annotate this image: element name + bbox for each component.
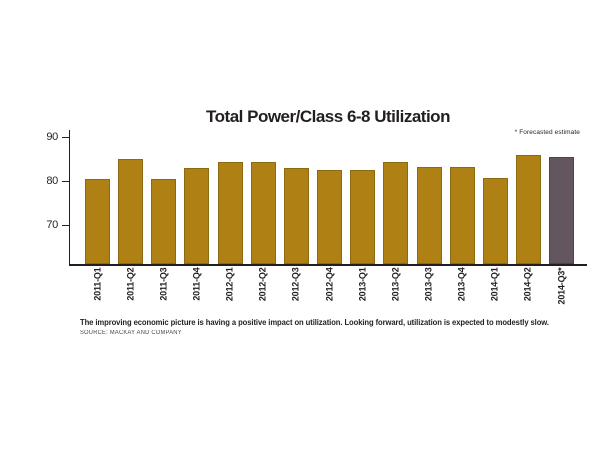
bar-2011-Q4 — [184, 168, 210, 264]
x-axis-label-2012-Q2: 2012-Q2 — [257, 267, 268, 302]
caption: The improving economic picture is having… — [80, 317, 549, 327]
x-axis-label-2011-Q3: 2011-Q3 — [158, 267, 169, 301]
x-axis-label-2013-Q4: 2013-Q4 — [456, 267, 467, 302]
bar-2013-Q4 — [449, 166, 475, 264]
bar-2013-Q1 — [350, 170, 376, 264]
x-axis-label-2013-Q1: 2013-Q1 — [357, 267, 368, 302]
bar-2012-Q2 — [250, 162, 276, 264]
x-axis-label-2014-Q3: 2014-Q3* — [556, 267, 567, 305]
x-axis-line — [68, 264, 587, 266]
bar-2012-Q3 — [283, 168, 309, 264]
x-axis-label-2012-Q3: 2012-Q3 — [290, 267, 301, 302]
x-axis-label-2012-Q1: 2012-Q1 — [224, 267, 235, 302]
bar-2011-Q3 — [151, 179, 177, 264]
y-tick-label-70: 70 — [46, 218, 58, 231]
y-tick-90 — [61, 136, 69, 139]
x-axis-label-2014-Q1: 2014-Q1 — [489, 267, 500, 302]
bar-2011-Q1 — [85, 179, 110, 264]
bar-2013-Q2 — [383, 162, 409, 264]
x-axis-label-2013-Q2: 2013-Q2 — [390, 267, 401, 302]
x-axis-label-2011-Q4: 2011-Q4 — [191, 267, 202, 301]
x-axis-label-2012-Q4: 2012-Q4 — [324, 267, 335, 302]
bar-2014-Q2 — [515, 155, 541, 264]
x-axis-label-2013-Q3: 2013-Q3 — [423, 267, 434, 302]
forecast-note: * Forecasted estimate — [514, 129, 580, 136]
y-tick-label-90: 90 — [46, 130, 58, 143]
y-tick-label-80: 80 — [46, 174, 58, 187]
bar-2014-Q1 — [482, 177, 508, 264]
bar-2011-Q2 — [118, 159, 144, 264]
y-axis-line — [68, 130, 71, 266]
x-axis-label-2011-Q1: 2011-Q1 — [92, 267, 102, 301]
x-axis-label-2011-Q2: 2011-Q2 — [125, 267, 136, 301]
chart-title: Total Power/Class 6-8 Utilization — [206, 107, 450, 126]
bar-2012-Q1 — [217, 161, 243, 264]
y-tick-70 — [61, 224, 69, 227]
bar-2013-Q3 — [416, 167, 442, 264]
bar-2014-Q3 — [549, 157, 575, 264]
y-tick-80 — [61, 180, 69, 183]
bar-2012-Q4 — [317, 170, 343, 264]
source-credit: SOURCE: MACKAY AND COMPANY — [80, 330, 182, 336]
x-axis-label-2014-Q2: 2014-Q2 — [522, 267, 533, 302]
